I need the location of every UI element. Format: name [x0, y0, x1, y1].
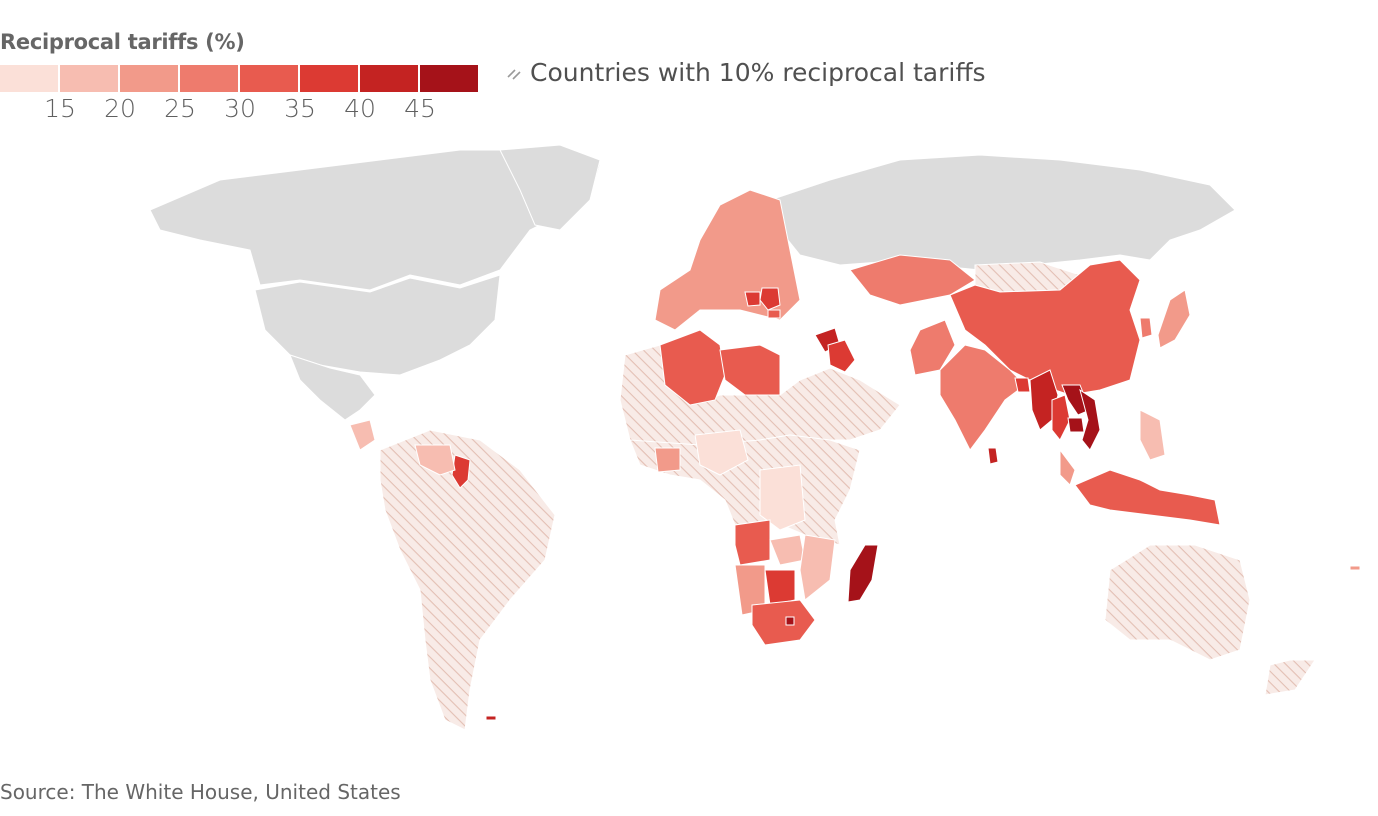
legend-tick-label: 30 — [224, 94, 256, 123]
country-angola — [734, 519, 771, 566]
country-canada — [149, 149, 601, 291]
country-south-africa — [751, 599, 816, 646]
diagonal-hatch-icon — [507, 68, 521, 80]
country-vanuatu — [1349, 565, 1361, 571]
source-note: Source: The White House, United States — [0, 780, 401, 804]
country-dr-congo — [759, 464, 806, 531]
country-bosnia-and-herzegovina — [744, 291, 761, 307]
country-cambodia — [1067, 417, 1085, 433]
legend-swatch — [300, 65, 358, 92]
country-china — [949, 259, 1141, 396]
country-cote-d-ivoire — [654, 447, 681, 473]
country-north-macedonia — [767, 309, 781, 319]
country-vietnam — [1079, 388, 1101, 451]
legend-title: Reciprocal tariffs (%) — [0, 30, 245, 54]
country-bangladesh — [1014, 377, 1031, 393]
world-map — [149, 144, 1361, 731]
legend-ticks: 15 20 25 30 35 40 45 — [0, 94, 500, 124]
legend-swatch — [0, 65, 58, 92]
legend-color-scale — [0, 65, 480, 92]
country-venezuela — [414, 444, 456, 476]
country-lesotho — [785, 616, 795, 626]
legend-swatch — [360, 65, 418, 92]
country-south-korea — [1139, 317, 1153, 339]
country-malaysia — [1059, 448, 1076, 486]
country-australia — [1104, 544, 1251, 661]
legend-tick-label: 25 — [164, 94, 196, 123]
legend-swatch — [60, 65, 118, 92]
legend-tick-label: 15 — [44, 94, 76, 123]
country-japan — [1157, 289, 1191, 349]
country-madagascar — [847, 544, 879, 603]
legend-tick-label: 40 — [344, 94, 376, 123]
hatch-legend-label: Countries with 10% reciprocal tariffs — [530, 58, 986, 87]
country-algeria — [659, 329, 726, 406]
legend-tick-label: 45 — [404, 94, 436, 123]
legend-swatch — [120, 65, 178, 92]
legend-swatch — [180, 65, 238, 92]
country-mexico — [289, 354, 376, 421]
country-kazakhstan — [849, 254, 976, 306]
legend-swatch — [420, 65, 478, 92]
country-south-america — [379, 429, 556, 731]
country-libya — [719, 344, 781, 396]
country-greenland — [499, 144, 601, 231]
legend-swatch — [240, 65, 298, 92]
country-botswana — [764, 569, 796, 606]
country-thailand — [1051, 394, 1071, 441]
country-sri-lanka — [987, 447, 999, 465]
country-india — [939, 344, 1026, 451]
country-mozambique — [799, 534, 836, 601]
country-nigeria — [694, 429, 749, 476]
country-falkland-islands — [485, 715, 497, 721]
country-russia — [769, 154, 1236, 271]
legend-tick-label: 35 — [284, 94, 316, 123]
country-indonesia — [1074, 469, 1221, 526]
country-iraq — [827, 339, 856, 373]
country-philippines — [1139, 409, 1166, 461]
country-new-zealand — [1264, 659, 1316, 696]
country-zambia — [769, 534, 806, 566]
country-western-europe — [654, 189, 801, 331]
hatch-legend: Countries with 10% reciprocal tariffs — [506, 58, 986, 87]
legend-tick-label: 20 — [104, 94, 136, 123]
country-nicaragua — [349, 419, 376, 451]
country-guyana — [451, 454, 471, 489]
